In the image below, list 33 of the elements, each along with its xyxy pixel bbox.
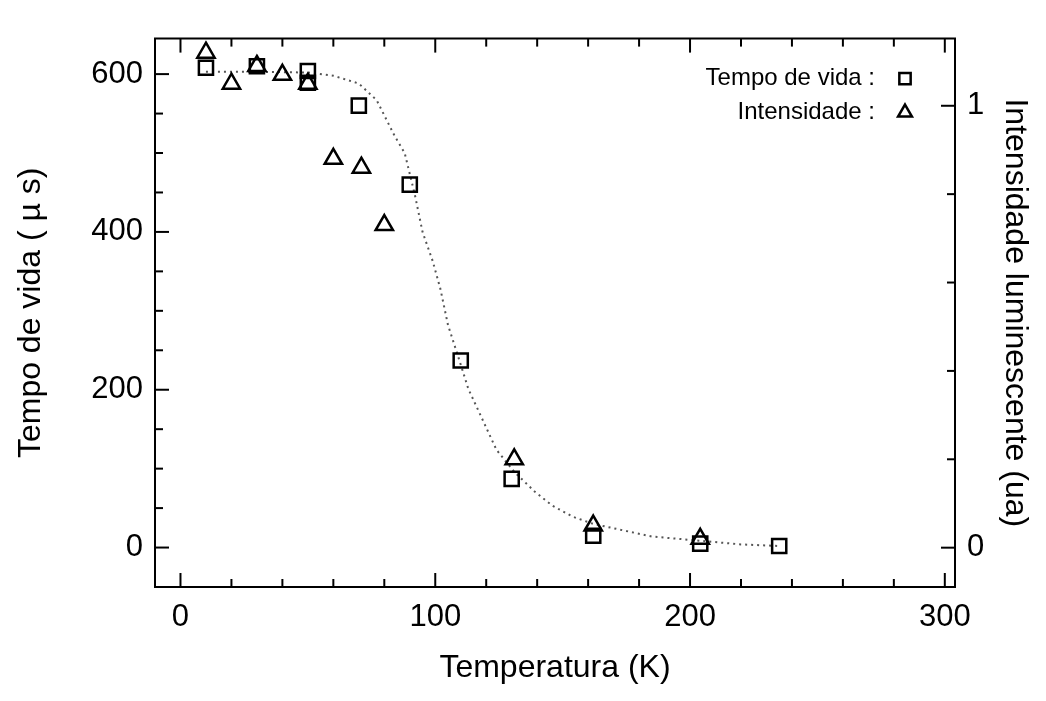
point [691, 535, 709, 552]
point [770, 537, 788, 555]
legend-label: Tempo de vida : [705, 63, 875, 91]
point [323, 147, 344, 166]
point [452, 352, 470, 369]
y2-axis-title: Intensidade luminescente (ua) [998, 98, 1035, 528]
y-tick-label: 600 [91, 54, 143, 90]
point [401, 176, 419, 193]
x-tick-label: 200 [664, 598, 716, 634]
point [690, 527, 711, 546]
point [350, 97, 368, 114]
point [272, 63, 293, 82]
y2-tick-label: 1 [967, 86, 985, 122]
point [351, 156, 372, 174]
point [299, 62, 317, 80]
point [197, 59, 215, 77]
y2-tick-label: 0 [967, 528, 985, 564]
point [504, 448, 525, 466]
point [503, 470, 521, 488]
y-tick-label: 400 [91, 212, 143, 248]
y-axis-title: Tempo de vida ( µ s) [11, 167, 48, 459]
y-tick-label: 200 [91, 370, 143, 406]
point [584, 527, 602, 545]
x-tick-label: 300 [918, 598, 971, 634]
y-tick-label: 0 [125, 528, 143, 564]
x-axis-title: Temperatura (K) [439, 647, 671, 684]
point [221, 72, 242, 90]
point [374, 213, 395, 232]
point [583, 514, 604, 532]
legend-label: Intensidade : [737, 97, 875, 125]
x-tick-label: 100 [409, 598, 462, 634]
x-tick-label: 0 [171, 598, 190, 634]
point [196, 41, 216, 59]
